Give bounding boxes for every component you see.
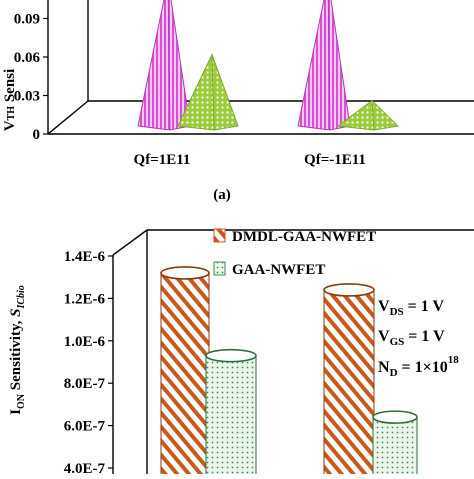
panel-a-category-label: Qf=1E11	[134, 152, 191, 168]
panel-b-chart: 4.0E-7 6.0E-7 8.0E-7 1.0E-6 1.2E-6 1.4E-6 ION…	[8, 228, 474, 479]
cylinder-bar	[323, 289, 375, 479]
pyramid-bar	[297, 0, 351, 131]
panel-a-y-tick-label: 0.06	[14, 50, 41, 66]
panel-a-chart: 00.030.060.09 Qf=1E11 Qf=-1E11 VTH Sensi …	[2, 0, 474, 203]
cylinder-bar-top	[323, 283, 375, 297]
pyramid-bar	[137, 0, 191, 131]
panel-a-y-tick-label: 0.09	[14, 12, 40, 28]
legend-swatch-dmdl	[213, 228, 226, 243]
panel-b-annotations: VDS = 1 V VGS = 1 V ND = 1×1018	[378, 298, 459, 379]
panel-a-category-label: Qf=-1E11	[304, 152, 366, 168]
panel-b-axes	[112, 229, 474, 474]
cylinder-bar-top	[372, 410, 418, 424]
panel-b-top-diagonal	[112, 229, 148, 256]
pyramid-bar-edge	[327, 0, 331, 131]
panel-b-y-tick-label: 4.0E-7	[64, 461, 106, 474]
pyramid-bar	[177, 53, 239, 131]
panel-a-floor-diagonal	[47, 100, 89, 135]
panel-a-y-tick-label: 0.03	[14, 89, 40, 105]
panel-b-y-tick-label: 1.2E-6	[64, 291, 106, 307]
pyramid-bar-edge	[211, 54, 215, 131]
panel-b-y-tick-label: 6.0E-7	[64, 419, 106, 435]
panel-a-y-ticks: 0 0.03 0.06 0.09	[14, 12, 48, 143]
panel-a-marks	[137, 0, 400, 131]
panel-b-legend: DMDL-GAA-NWFET GAA-NWFET	[213, 228, 376, 278]
cylinder-bar-top	[205, 348, 257, 363]
legend-label-gaa: GAA-NWFET	[232, 262, 325, 278]
annotation-vds: VDS = 1 V	[378, 298, 444, 318]
panel-b-y-ticks: 4.0E-7 6.0E-7 8.0E-7 1.0E-6 1.2E-6 1.4E-6	[64, 249, 113, 477]
annotation-vgs: VGS = 1 V	[378, 328, 445, 348]
annotation-nd: ND = 1×1018	[378, 354, 459, 379]
pyramid-bar-edge	[371, 100, 375, 131]
pyramid-bar	[336, 99, 400, 131]
panel-a-y-axis-label: VTH Sensi	[2, 69, 18, 131]
pyramid-bar-edge	[167, 0, 171, 131]
panel-b-y-axis-label: ION Sensitivity, SICbio	[8, 285, 27, 415]
panel-b-y-tick-label: 1.0E-6	[64, 334, 106, 350]
legend-label-dmdl: DMDL-GAA-NWFET	[232, 229, 376, 245]
panel-a-categories: Qf=1E11 Qf=-1E11	[134, 152, 366, 168]
panel-b-y-tick-label: 1.4E-6	[64, 249, 106, 265]
cylinder-bar	[205, 355, 257, 479]
cylinder-bar	[160, 272, 210, 479]
panel-a-y-tick-label: 0	[33, 127, 41, 143]
panel-label-a: (a)	[213, 187, 231, 203]
panel-b-y-tick-label: 8.0E-7	[64, 376, 106, 392]
legend-swatch-gaa	[213, 261, 226, 276]
panel-a-axes	[47, 0, 474, 135]
cylinder-bar	[372, 416, 418, 479]
panel-b-marks	[160, 266, 418, 479]
cylinder-bar-top	[160, 266, 210, 280]
